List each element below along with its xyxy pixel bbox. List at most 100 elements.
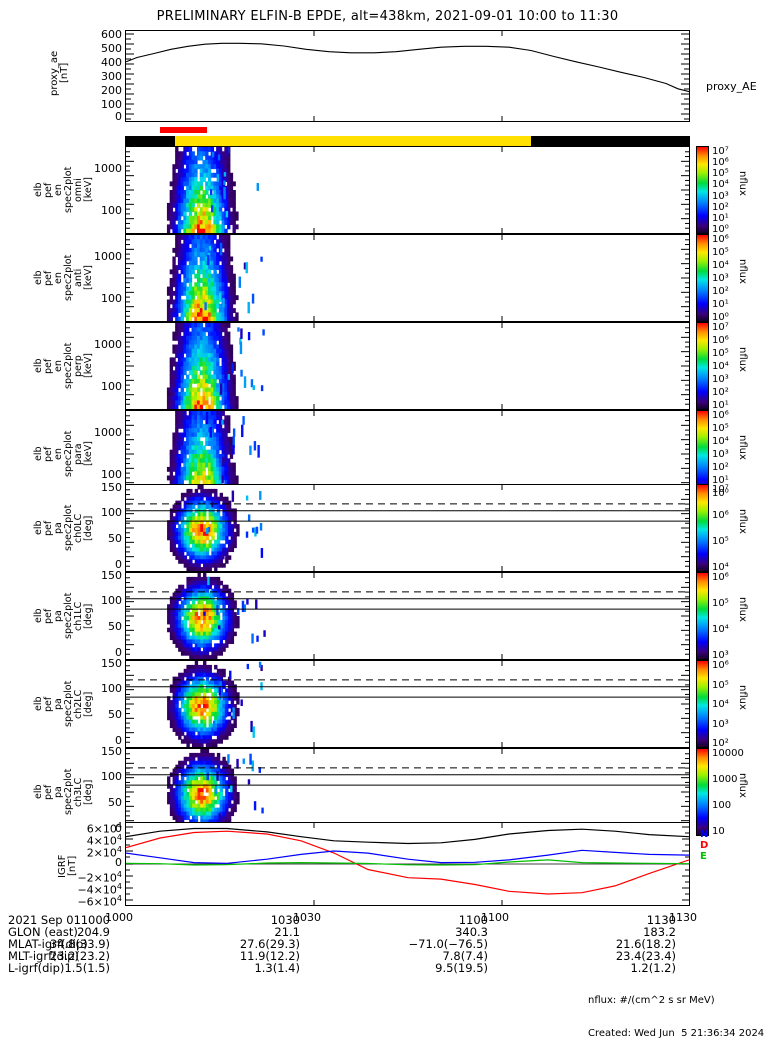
footer-value-4-1: 1.3(1.4) — [254, 961, 300, 975]
panel-0-cbtick-1: 10⁶ — [712, 157, 729, 169]
panel-4-colorbar — [696, 484, 709, 572]
panel-0-colorbar — [696, 146, 709, 234]
panel-3-cbtick-3: 10³ — [712, 449, 729, 460]
panel-1-cbtick-2: 10⁴ — [712, 260, 729, 271]
panel-1-ytick-1: 100 — [101, 292, 122, 306]
panel-1-colorbar — [696, 234, 709, 322]
panel-5-cbtick-1: 10⁵ — [712, 598, 729, 609]
footer-label-1: GLON (east) — [8, 925, 78, 939]
panel-6-colorbar — [696, 660, 709, 748]
panel-0-cbtick-4: 10³ — [712, 190, 729, 202]
x-tick-0: 1000 — [105, 911, 133, 924]
ae-trace — [126, 42, 689, 93]
panel-4-cbtick-3: 10⁴ — [712, 562, 729, 573]
footer-value-2-3: 21.6(18.2) — [615, 937, 676, 951]
footer-value-1-0: 204.9 — [77, 925, 110, 939]
panel-3-cbtick-0: 10⁶ — [712, 410, 729, 421]
panel-1-ytick-0: 1000 — [94, 249, 122, 263]
footer-value-2-0: 34.8(33.9) — [49, 937, 110, 951]
panel-6-cbtick-1: 10⁵ — [712, 679, 729, 691]
igrf-legend-e: E — [700, 851, 707, 862]
x-tick-2: 1100 — [481, 911, 509, 924]
panel-0-cbtick-2: 10⁵ — [712, 168, 729, 180]
panel-2-cbtick-5: 10² — [712, 387, 729, 398]
panel-7-cbtick-2: 100 — [712, 800, 732, 811]
panel-2-cbtick-3: 10⁴ — [712, 361, 729, 372]
panel-2-cbtick-2: 10⁵ — [712, 348, 729, 359]
panel-5-plot — [125, 572, 690, 660]
panel-7-cbtick-1: 1000 — [712, 774, 738, 785]
panel-1-cbtick-4: 10² — [712, 286, 729, 297]
panel-5-ytick-0: 150 — [101, 568, 122, 582]
footer-label-0: 2021 Sep 01 — [8, 913, 81, 927]
panel-5-ytick-3: 0 — [115, 645, 122, 659]
footer-value-3-3: 23.4(23.4) — [615, 949, 676, 963]
panel-7-cbtick-3: 10 — [712, 826, 725, 837]
igrf-legend-n: N — [700, 829, 709, 840]
panel-4-plot — [125, 484, 690, 572]
panel-7-yticks: 150 100 50 0 — [76, 744, 122, 836]
panel-0-colorbar-label: nflux — [737, 170, 748, 196]
panel-3-yticks: 1000 100 — [76, 410, 122, 498]
x-tick-1: 1030 — [293, 911, 321, 924]
igrf-trace-total — [126, 827, 689, 845]
footer-value-3-0: 23.2(23.2) — [49, 949, 110, 963]
panel-4-cbtick-1: 10⁶ — [712, 510, 729, 521]
panel-3-cbtick-6: 10⁰ — [712, 488, 729, 499]
panel-7-colorbar-label: nflux — [737, 772, 748, 798]
panel-4-colorbar-label: nflux — [737, 508, 748, 534]
panel-2-ytick-1: 100 — [101, 380, 122, 394]
panel-5-ytick-1: 100 — [101, 594, 122, 608]
footer-value-0-1: 1030 — [270, 913, 300, 927]
panel-0-yticks: 1000 100 — [76, 146, 122, 234]
panel-4-cbtick-2: 10⁵ — [712, 536, 729, 547]
panel-1-yticks: 1000 100 — [76, 234, 122, 322]
panel-4-yticks: 150 100 50 0 — [76, 482, 122, 572]
panel-7-plot — [125, 748, 690, 836]
panel-7-colorbar — [696, 748, 709, 836]
panel-5-colorbar-label: nflux — [737, 596, 748, 622]
ae-panel — [125, 30, 690, 122]
footer-value-3-1: 11.9(12.2) — [239, 949, 300, 963]
footer-value-4-0: 1.5(1.5) — [64, 961, 110, 975]
panel-0-ytick-0: 1000 — [94, 161, 122, 175]
panel-2-colorbar-label: nflux — [737, 346, 748, 372]
panel-0-cbtick-7: 10⁰ — [712, 224, 729, 235]
panel-3-ytick-1: 100 — [101, 468, 122, 482]
igrf-trace-e — [126, 859, 689, 866]
footer-label-4: L-igrf(dip) — [8, 961, 65, 975]
footer-value-0-0: 1000 — [80, 913, 110, 927]
panel-2-cbtick-1: 10⁶ — [712, 335, 729, 346]
panel-6-yticks: 150 100 50 0 — [76, 658, 122, 748]
panel-0-cbtick-5: 10² — [712, 201, 729, 213]
igrf-trace-d — [126, 830, 689, 895]
panel-3-cbtick-1: 10⁵ — [712, 423, 729, 434]
panel-1-cbtick-0: 10⁶ — [712, 234, 729, 245]
panel-0-cbtick-3: 10⁴ — [712, 179, 729, 191]
panel-3-cbtick-2: 10⁴ — [712, 436, 729, 447]
panel-5-cbtick-2: 10⁴ — [712, 624, 729, 635]
footer-value-4-2: 9.5(19.5) — [435, 961, 488, 975]
footer-value-2-2: −71.0(−76.5) — [408, 937, 488, 951]
ae-right-label: proxy_AE — [706, 80, 757, 93]
panel-2-cbtick-4: 10³ — [712, 374, 729, 385]
panel-2-cbtick-0: 10⁷ — [712, 322, 729, 333]
panel-2-yticks: 1000 100 — [76, 322, 122, 410]
panel-4-cbtick-0: 10⁷ — [712, 484, 729, 495]
footer-value-1-2: 340.3 — [455, 925, 488, 939]
panel-7-ytick-0: 150 — [101, 744, 122, 758]
status-bar-marker — [160, 127, 207, 133]
panel-0-plot — [125, 146, 690, 234]
panel-3-colorbar-label: nflux — [737, 434, 748, 460]
panel-1-cbtick-6: 10⁰ — [712, 312, 729, 323]
panel-6-cbtick-2: 10⁴ — [712, 699, 729, 710]
panel-4-ytick-2: 50 — [108, 532, 122, 546]
footer-value-3-2: 7.8(7.4) — [442, 949, 488, 963]
footer-value-4-3: 1.2(1.2) — [630, 961, 676, 975]
panel-3-ytick-0: 1000 — [94, 425, 122, 439]
panel-1-cbtick-1: 10⁵ — [712, 247, 729, 258]
panel-2-plot — [125, 322, 690, 410]
panel-2-colorbar — [696, 322, 709, 410]
panel-2-ytick-0: 1000 — [94, 337, 122, 351]
panel-1-colorbar-label: nflux — [737, 258, 748, 284]
